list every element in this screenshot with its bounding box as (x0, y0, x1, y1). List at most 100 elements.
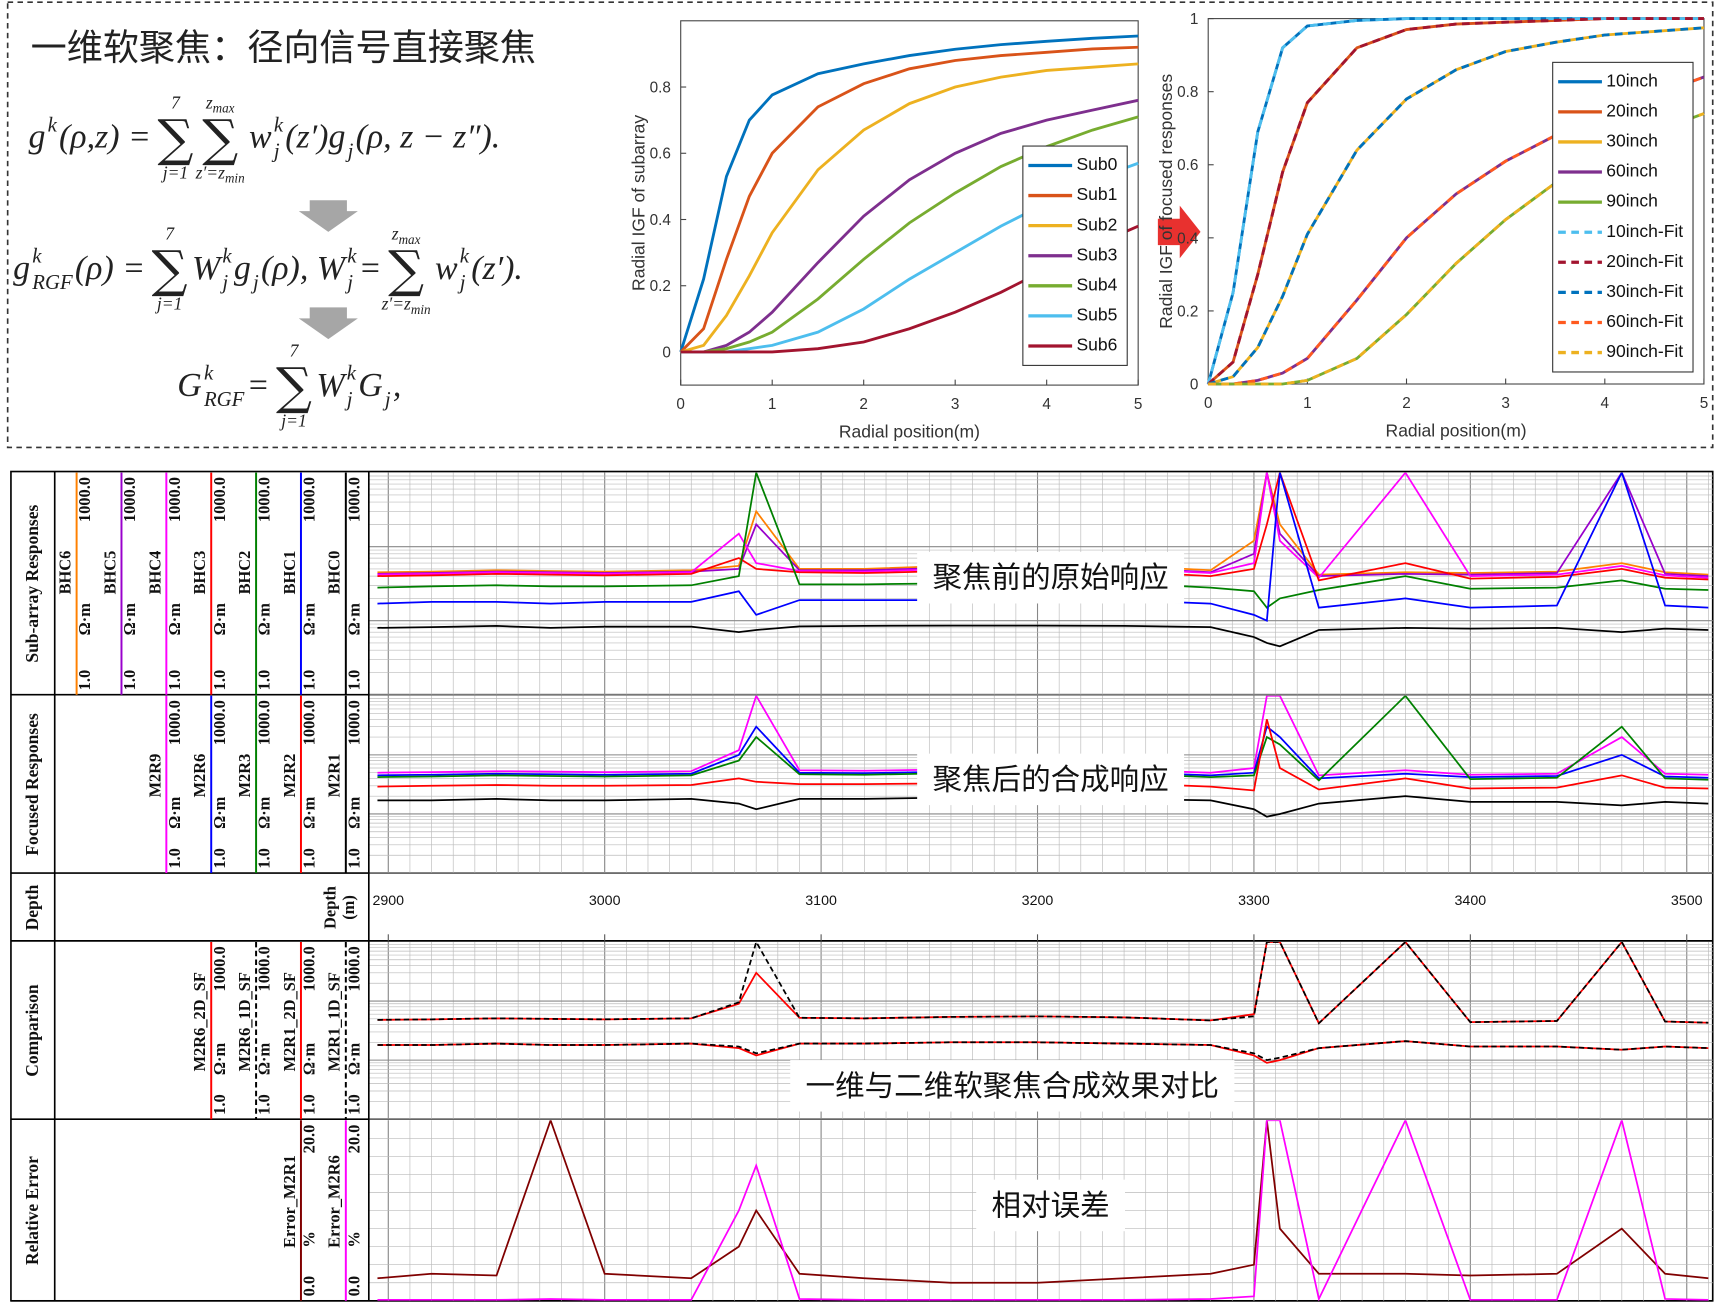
scale-max: 1000.0 (210, 700, 229, 745)
depth-tick-label: 3400 (1455, 893, 1487, 909)
summation-upper: 7 (171, 92, 181, 112)
scale-min: 1.0 (255, 848, 274, 869)
equation-script: k (347, 245, 357, 268)
curve-name: Error_M2R6 (325, 1155, 344, 1248)
x-tick-label: 0 (676, 396, 685, 413)
legend-label: Sub0 (1076, 154, 1117, 174)
curve-unit: Ω·m (210, 1042, 229, 1075)
y-tick-label: 1 (1190, 11, 1199, 28)
scale-min: 1.0 (300, 848, 319, 869)
legend-label: 20inch (1606, 100, 1658, 120)
equation-text: G (358, 367, 383, 404)
x-tick-label: 4 (1042, 396, 1051, 413)
equation-text: (z′). (471, 250, 523, 287)
depth-header: (m) (339, 895, 358, 920)
summation-lower: z′=zmin (381, 294, 431, 317)
legend-label: 90inch (1606, 191, 1658, 211)
scale-max: 1000.0 (210, 946, 229, 991)
curve-unit: Ω·m (344, 603, 363, 636)
curve-name: M2R2 (280, 754, 299, 798)
track-name: Depth (22, 884, 42, 930)
summation-limit-text: j=1 (155, 294, 182, 314)
summation-limit-text: j=1 (161, 162, 188, 182)
scale-min: 0.0 (300, 1276, 319, 1297)
log-curve (377, 1120, 1709, 1301)
summation-limit-text: z (391, 224, 399, 244)
equation-text: g (234, 250, 251, 287)
summation: ∑ (152, 240, 188, 299)
x-axis-label: Radial position(m) (839, 422, 980, 442)
legend-label: Sub3 (1076, 244, 1117, 264)
scale-min: 1.0 (344, 848, 363, 869)
equation-text: = (247, 367, 270, 404)
summation-limit-text: z (205, 92, 213, 112)
curve-name: BHC5 (100, 551, 119, 595)
equation-script: k (460, 245, 470, 268)
depth-tick-label: 3000 (589, 893, 621, 909)
curve-unit: Ω·m (75, 603, 94, 636)
equation-script: k (204, 362, 214, 385)
y-axis-label: Radial IGF of focused responses (1156, 74, 1176, 329)
curve (1207, 26, 1705, 386)
curve (679, 34, 1139, 353)
equation-text: , (393, 367, 401, 404)
scale-max: 1000.0 (255, 477, 274, 522)
x-axis-label: Radial position(m) (1386, 421, 1527, 441)
scale-min: 1.0 (300, 1094, 319, 1115)
depth-tick-label: 2900 (372, 893, 404, 909)
curve-name: BHC6 (56, 551, 75, 595)
equation-script: RGF (203, 388, 245, 411)
curve-unit: % (344, 1231, 363, 1247)
equation-script: j (344, 388, 353, 411)
equation-script: k (48, 113, 58, 136)
legend-label: 60inch (1606, 161, 1658, 181)
equation-script: j (271, 140, 280, 163)
curve (680, 98, 1139, 354)
legend-box (1552, 61, 1694, 373)
depth-tick-label: 3500 (1671, 893, 1703, 909)
summation-upper: zmax (391, 224, 421, 247)
equation-script: j (344, 271, 353, 294)
curve-unit: Ω·m (165, 603, 184, 636)
summation-upper: 7 (165, 224, 175, 244)
summation-limit-text: 7 (171, 92, 181, 112)
summation: ∑ (157, 108, 193, 167)
legend-label: 30inch (1606, 131, 1658, 151)
legend-label: 10inch (1606, 70, 1658, 90)
y-tick-label: 0.8 (650, 79, 671, 96)
curve-unit: Ω·m (344, 796, 363, 829)
y-axis-label: Radial IGF of subarray (629, 115, 649, 291)
scale-min: 1.0 (344, 670, 363, 691)
track-name: Relative Error (22, 1156, 42, 1265)
curve-unit: Ω·m (300, 796, 319, 829)
curve-name: M2R3 (235, 754, 254, 798)
scale-min: 1.0 (344, 1094, 363, 1115)
x-tick-label: 2 (1402, 395, 1411, 412)
legend-label: 30inch-Fit (1606, 281, 1683, 301)
curve-name: BHC0 (325, 551, 344, 595)
scale-max: 1000.0 (344, 477, 363, 522)
equation-text: (ρ) = (75, 250, 145, 287)
curve-name: M2R9 (145, 754, 164, 798)
scale-max: 20.0 (300, 1125, 319, 1154)
x-tick-label: 1 (1303, 395, 1312, 412)
x-tick-label: 3 (951, 396, 960, 413)
scale-max: 1000.0 (75, 477, 94, 522)
y-tick-label: 0.4 (650, 212, 672, 229)
curve-name: M2R6 (190, 754, 209, 798)
annotation-box (917, 753, 1185, 806)
curve-name: M2R1 (325, 754, 344, 798)
equation-text: (z′)g (285, 119, 345, 156)
equation-text: W (192, 250, 223, 287)
y-tick-label: 0 (1190, 376, 1199, 393)
equation-script: k (222, 245, 232, 268)
equation-text: w (435, 250, 458, 287)
curve (1206, 17, 1704, 385)
scale-max: 1000.0 (120, 477, 139, 522)
curve-name: M2R1_1D_SF (325, 972, 344, 1071)
legend-label: Sub6 (1076, 335, 1117, 355)
summation-limit-text: 7 (290, 341, 300, 361)
depth-tick-label: 3300 (1238, 893, 1270, 909)
